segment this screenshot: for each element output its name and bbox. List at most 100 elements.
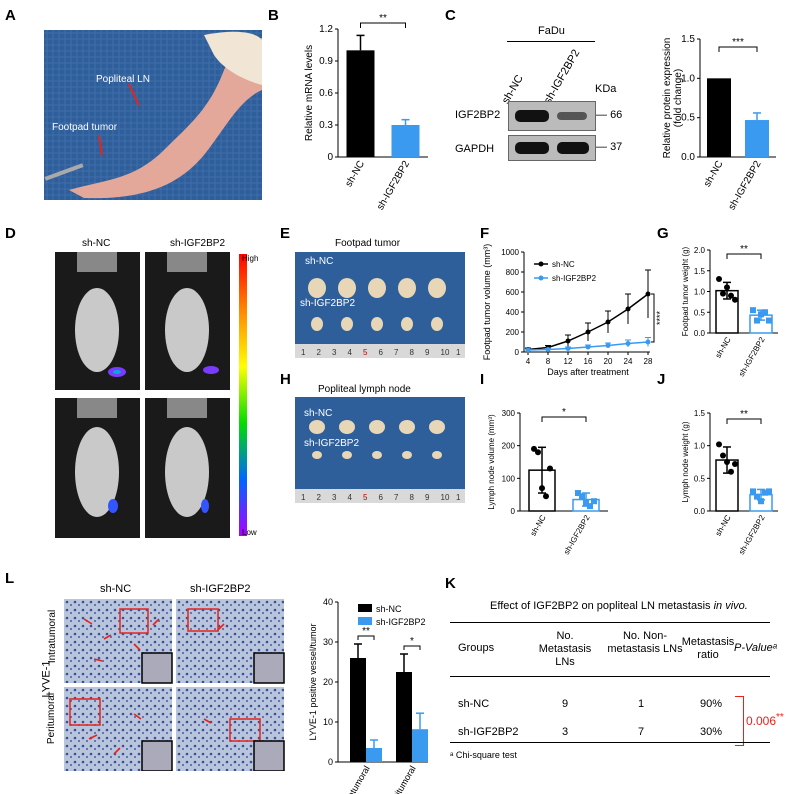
mouse-images — [55, 252, 247, 538]
sample-top-2 — [368, 278, 386, 298]
k-pvalue-sig: ** — [776, 712, 784, 723]
panel-letter-h: H — [280, 371, 291, 388]
sample-top-0 — [308, 278, 326, 298]
sample-top-2 — [369, 420, 385, 434]
sig-bracket-c — [718, 46, 758, 52]
ytick-label-f: 400 — [506, 308, 520, 317]
point-i-1-4 — [591, 498, 597, 505]
ytick-label-b: 0 — [327, 152, 333, 163]
sample-top-3 — [398, 278, 416, 298]
point-g-0-3 — [728, 292, 734, 299]
panel-letter-c: C — [445, 7, 456, 24]
ylabel2-c: (fold change) — [673, 69, 684, 127]
xtick-label-f: 28 — [644, 357, 653, 366]
ruler-number-10: 1 — [456, 348, 461, 357]
point-f-0-3 — [585, 329, 591, 335]
sig-label-l-0: ** — [362, 626, 370, 637]
k-rule-top — [450, 622, 770, 623]
ruler-number-4: 5 — [363, 348, 368, 357]
point-f-1-3 — [585, 344, 591, 350]
ruler-number-3: 4 — [348, 493, 353, 502]
k-header-ratio: Metastasis ratio — [681, 636, 735, 661]
cell-line-label: FaDu — [538, 25, 565, 37]
ytick-label-j: 0.5 — [694, 474, 706, 483]
point-g-1-0 — [750, 307, 756, 314]
ytick-label-g: 1.0 — [694, 288, 706, 297]
point-f-1-5 — [625, 341, 631, 346]
sig-bracket-j — [726, 418, 762, 424]
panel-letter-g: G — [657, 225, 669, 242]
sig-bracket-l-1 — [403, 645, 421, 650]
sample-bottom-1 — [342, 451, 352, 459]
l-col-sh-igf2bp2: sh-IGF2BP2 — [190, 583, 251, 595]
sig-label-g: ** — [740, 244, 748, 255]
xtick-label-f: 12 — [564, 357, 573, 366]
ytick-label-l: 40 — [323, 597, 333, 607]
ruler-number-2: 3 — [332, 348, 337, 357]
ylabel-f: Footpad tumor volume (mm³) — [482, 244, 492, 361]
bar-b-0 — [346, 50, 375, 158]
point-j-1-3 — [762, 489, 768, 496]
point-g-0-4 — [732, 296, 738, 303]
xtick-label-l-0: Intratumoral — [339, 764, 372, 794]
point-f-0-2 — [565, 338, 571, 344]
sig-label-i: * — [562, 407, 566, 418]
point-g-0-2 — [724, 284, 730, 291]
sig-bracket-l-0 — [357, 635, 375, 640]
h-title: Popliteal lymph node — [318, 384, 411, 395]
ytick-label-i: 200 — [502, 442, 516, 451]
ytick-label-f: 0 — [515, 348, 520, 357]
point-i-1-2 — [583, 499, 589, 506]
k-title-italic: in vivo. — [713, 600, 748, 612]
ytick-label-i: 100 — [502, 474, 516, 483]
xtick-label-f: 8 — [546, 357, 551, 366]
k-rule-mid — [450, 676, 770, 677]
ytick-label-c: 1.0 — [681, 73, 695, 84]
xtick-label-i-1: sh-IGF2BP2 — [562, 513, 592, 556]
arrow-ln — [128, 83, 140, 107]
kda-label: KDa — [595, 83, 617, 95]
sample-top-0 — [309, 420, 325, 434]
k-pvalue: 0.006** — [746, 712, 784, 728]
point-j-0-3 — [728, 468, 734, 475]
ytick-label-j: 1.5 — [694, 409, 706, 418]
k-cell-0-1: 9 — [562, 698, 569, 710]
point-i-0-4 — [547, 465, 553, 472]
sample-bottom-1 — [341, 317, 353, 331]
blot-gapdh — [508, 135, 596, 161]
ruler-number-7: 8 — [410, 493, 415, 502]
e-title: Footpad tumor — [335, 238, 401, 249]
ruler-number-10: 1 — [456, 493, 461, 502]
legend-label-f-0: sh-NC — [552, 260, 575, 269]
point-g-1-4 — [766, 317, 772, 324]
xtick-label-f: 4 — [526, 357, 531, 366]
k-cell-0-3: 90% — [700, 698, 723, 710]
panel-letter-j: J — [657, 371, 665, 388]
blot-label-igf2bp2: IGF2BP2 — [455, 109, 501, 121]
panel-letter-f: F — [480, 225, 489, 242]
point-i-1-0 — [575, 490, 581, 497]
ytick-label-f: 800 — [506, 268, 520, 277]
ytick-label-c: 0.5 — [681, 113, 695, 124]
panel-letter-k: K — [445, 575, 456, 592]
k-cell-0-2: 1 — [638, 698, 645, 710]
mouse-panel-2 — [145, 252, 230, 390]
legend-marker-f-1 — [538, 275, 544, 281]
k-rule-bottom — [450, 742, 770, 743]
sig-bracket-b — [360, 22, 406, 28]
panel-l-histology: sh-NC sh-IGF2BP2 LYVE-1 Intratumoral Per… — [40, 583, 290, 773]
bar-l-1-1 — [412, 729, 428, 762]
sig-bracket-g — [726, 253, 762, 259]
k-title: Effect of IGF2BP2 on popliteal LN metast… — [490, 600, 748, 612]
d-col-sh-igf2bp2: sh-IGF2BP2 — [170, 238, 226, 249]
point-j-0-0 — [716, 441, 722, 448]
panel-letter-l: L — [5, 570, 14, 587]
legend-swatch-l-1 — [358, 617, 372, 625]
sample-top-1 — [338, 278, 356, 298]
ytick-label-f: 200 — [506, 328, 520, 337]
l-col-sh-nc: sh-NC — [100, 583, 132, 595]
sig-label-j: ** — [740, 409, 748, 420]
ruler-number-6: 7 — [394, 493, 399, 502]
sig-label-f: **** — [655, 311, 665, 326]
point-f-0-4 — [605, 319, 611, 325]
